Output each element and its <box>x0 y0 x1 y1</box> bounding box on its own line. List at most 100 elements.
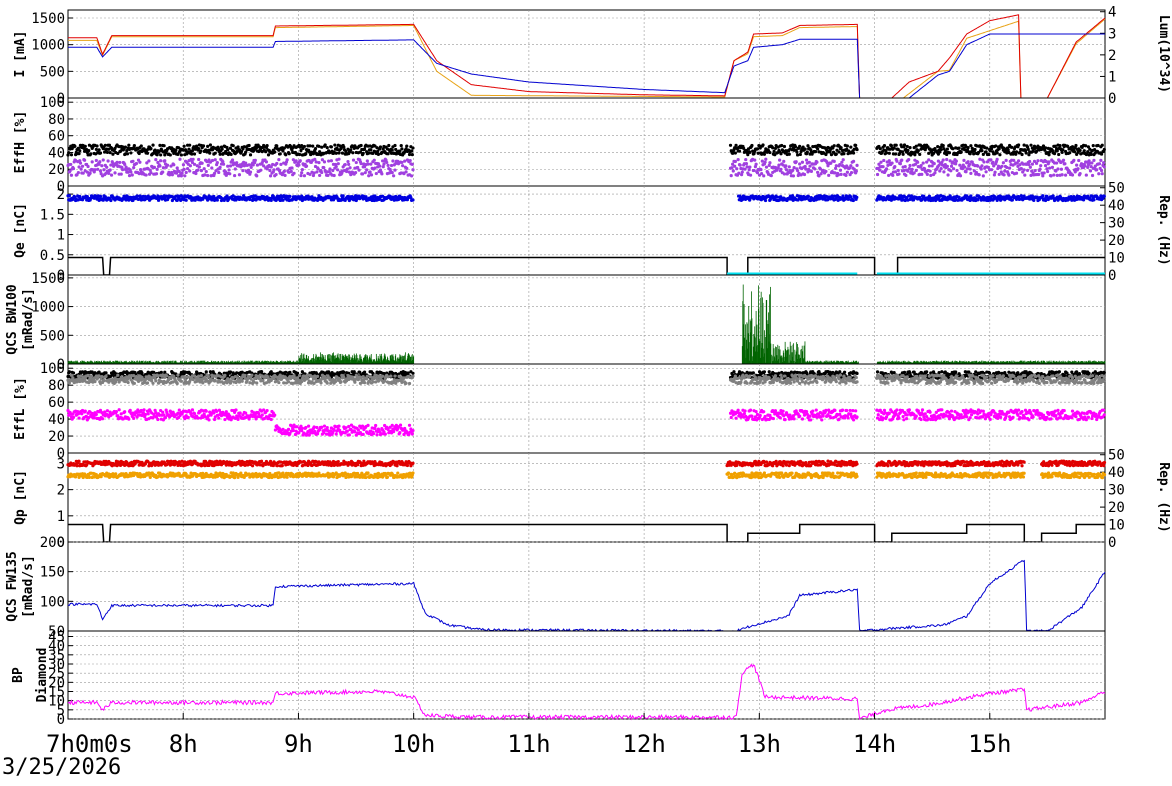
qe-point <box>764 199 767 202</box>
eff-h-point <box>279 152 282 155</box>
eff-h-point <box>256 163 259 166</box>
eff-h-point <box>69 163 72 166</box>
eff-h-point <box>946 148 949 151</box>
eff-h-point <box>392 174 395 177</box>
eff-h-point <box>390 164 393 167</box>
eff-h-point <box>208 152 211 155</box>
eff-h-point <box>1047 153 1050 156</box>
eff-h-point <box>1023 168 1026 171</box>
eff-h-point <box>964 170 967 173</box>
eff-h-point <box>897 172 900 175</box>
eff-h-point <box>405 167 408 170</box>
eff-h-point <box>908 167 911 170</box>
eff-h-point <box>792 174 795 177</box>
eff-h-point <box>341 152 344 155</box>
eff-h-point <box>132 166 135 169</box>
eff-h-point <box>79 162 82 165</box>
eff-h-point <box>301 168 304 171</box>
eff-h-point <box>980 167 983 170</box>
eff-h-point <box>81 165 84 168</box>
eff-h-point <box>1003 170 1006 173</box>
eff-h-point <box>987 153 990 156</box>
qe-rtick-label: 50 <box>1108 181 1125 197</box>
eff-h-point <box>1031 163 1034 166</box>
eff-h-point <box>190 152 193 155</box>
eff-h-point <box>226 165 229 168</box>
eff-h-point <box>757 152 760 155</box>
eff-h-point <box>1052 173 1055 176</box>
eff-h-point <box>969 172 972 175</box>
qe-rtick-label: 20 <box>1108 233 1125 249</box>
eff-h-point <box>1029 166 1032 169</box>
eff-h-point <box>200 169 203 172</box>
eff-h-point <box>283 170 286 173</box>
eff-h-point <box>386 152 389 155</box>
eff-l-point <box>205 370 208 373</box>
eff-h-point <box>1017 143 1020 146</box>
eff-h-point <box>342 145 345 148</box>
eff-h-point <box>973 148 976 151</box>
eff-h-point <box>737 158 740 161</box>
eff-h-point <box>275 144 278 147</box>
eff-h-point <box>149 171 152 174</box>
eff-h-point <box>322 166 325 169</box>
eff-h-point <box>1100 169 1103 172</box>
eff-h-point <box>949 169 952 172</box>
eff-h-point <box>942 170 945 173</box>
eff-h-point <box>70 174 73 177</box>
eff-h-point <box>128 174 131 177</box>
eff-h-point <box>120 173 123 176</box>
eff-h-point <box>115 161 118 164</box>
eff-h-point <box>833 160 836 163</box>
eff-h-point <box>1038 168 1041 171</box>
eff-h-point <box>1043 171 1046 174</box>
eff-h-point <box>1046 170 1049 173</box>
eff-h-point <box>1090 161 1093 164</box>
qcs-bw100-frame <box>68 275 1105 364</box>
beam-current-ytick-label: 1500 <box>31 11 65 27</box>
eff-h-point <box>904 165 907 168</box>
eff-h-point <box>899 162 902 165</box>
eff-h-point <box>163 159 166 162</box>
eff-h-point <box>373 159 376 162</box>
eff-h-point <box>885 167 888 170</box>
eff-h-point <box>730 174 733 177</box>
eff-h-point <box>254 159 257 162</box>
eff-h-point <box>984 170 987 173</box>
eff-h-point <box>798 162 801 165</box>
eff-h-point <box>888 152 891 155</box>
eff-h-point <box>400 147 403 150</box>
eff-h-point <box>855 164 858 167</box>
eff-h-point <box>180 153 183 156</box>
eff-h-point <box>1075 164 1078 167</box>
eff-h-point <box>1020 153 1023 156</box>
eff-h-point <box>123 163 126 166</box>
eff-h-point <box>107 172 110 175</box>
eff-h-point <box>894 170 897 173</box>
qe-point <box>99 195 102 198</box>
eff-h-point <box>887 174 890 177</box>
beam-current-right-label: Lum(10^34) <box>1156 15 1171 93</box>
eff-h-point <box>1095 168 1098 171</box>
qe-point <box>185 199 188 202</box>
eff-h-point <box>940 167 943 170</box>
eff-h-point <box>367 152 370 155</box>
eff-h-point <box>890 162 893 165</box>
eff-h-point <box>835 164 838 167</box>
eff-h-point <box>1055 161 1058 164</box>
eff-h-point <box>72 167 75 170</box>
qe-point <box>847 198 850 201</box>
eff-h-point <box>324 143 327 146</box>
eff-h-point <box>824 170 827 173</box>
eff-h-point <box>951 147 954 150</box>
eff-h-point <box>894 152 897 155</box>
eff-h-point <box>146 152 149 155</box>
qe-point <box>136 194 139 197</box>
eff-l-ytick-label: 20 <box>48 429 65 445</box>
beam-current-rtick-label: 2 <box>1108 48 1116 64</box>
eff-h-point <box>1101 172 1104 175</box>
eff-h-point <box>178 170 181 173</box>
eff-h-point <box>99 151 102 154</box>
eff-h-point <box>804 165 807 168</box>
